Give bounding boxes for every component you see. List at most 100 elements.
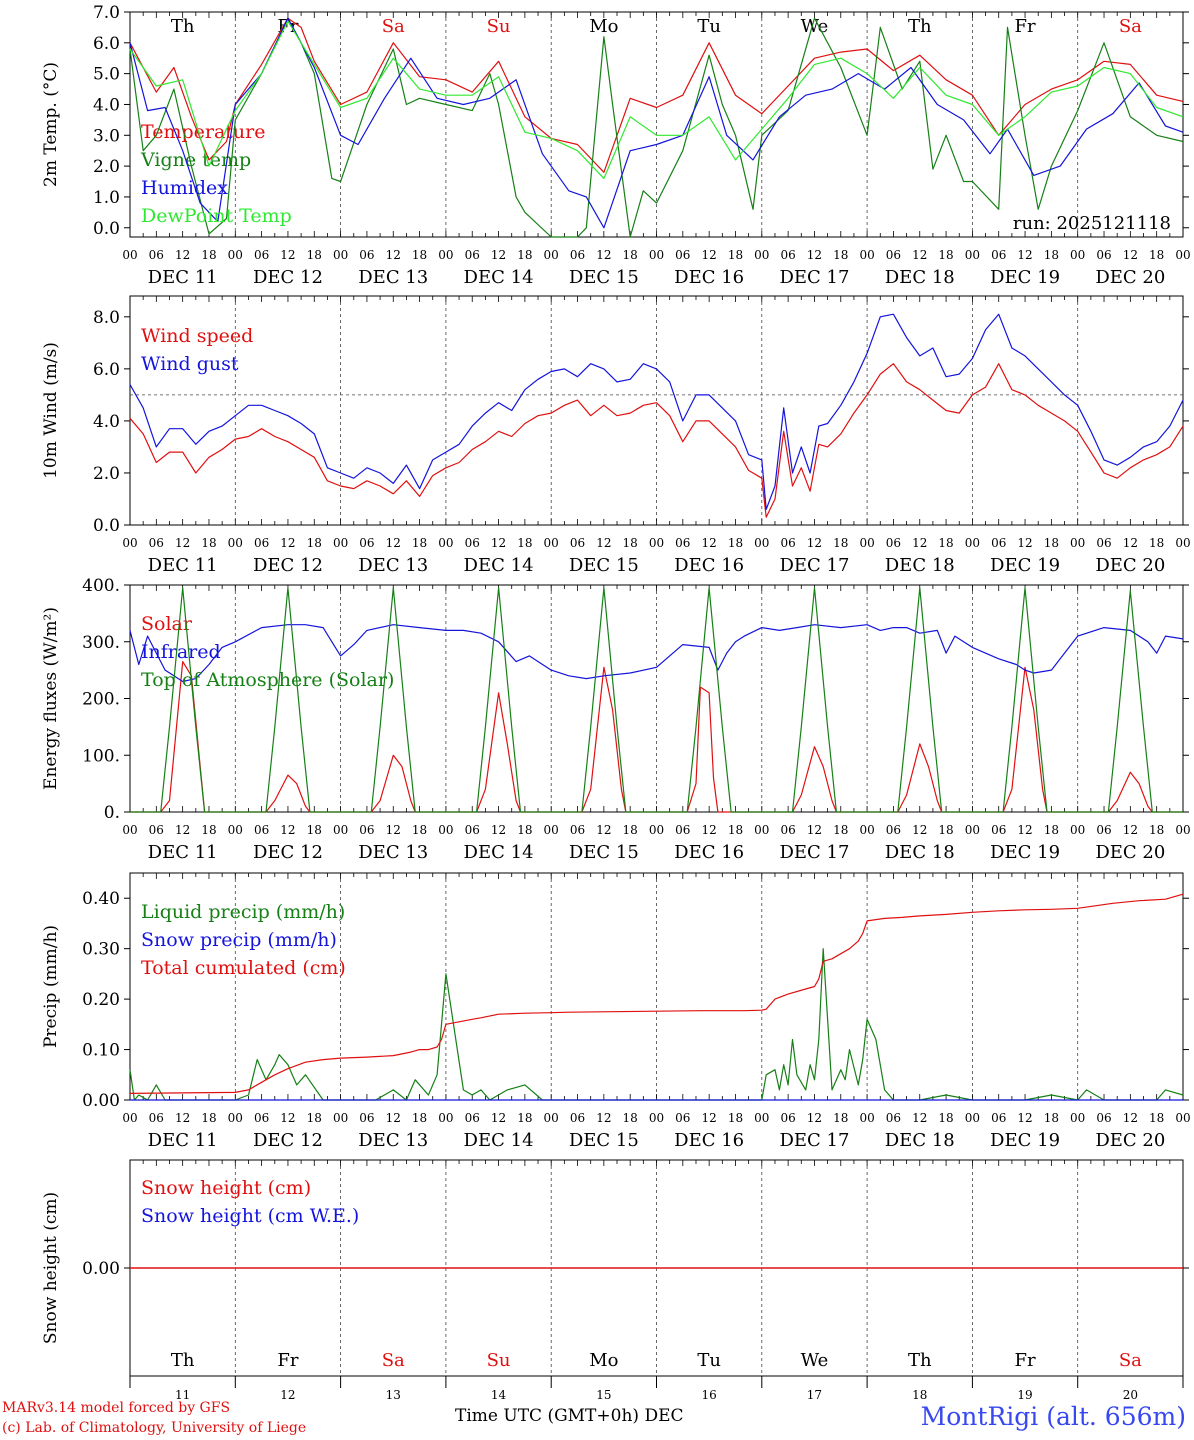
legend-entry: Temperature: [141, 121, 265, 143]
hour-label: 00: [1070, 536, 1085, 550]
lab-credit: (c) Lab. of Climatology, University of L…: [2, 1420, 307, 1436]
hour-label: 12: [1017, 1111, 1032, 1125]
hour-label: 06: [570, 1111, 585, 1125]
hour-label: 18: [201, 248, 216, 262]
y-tick-label: 7.0: [93, 3, 120, 23]
hour-label: 00: [122, 248, 137, 262]
hour-label: 12: [491, 823, 506, 837]
hour-label: 06: [254, 536, 269, 550]
hour-label: 06: [254, 248, 269, 262]
day-abbr: Fr: [277, 1350, 298, 1371]
y-tick-label: 0.: [104, 803, 120, 823]
date-label: DEC 18: [885, 267, 955, 288]
hour-label: 00: [228, 823, 243, 837]
hour-label: 18: [517, 248, 532, 262]
y-axis-label: Precip (mm/h): [41, 925, 61, 1048]
station-title: MontRigi (alt. 656m): [920, 1402, 1186, 1431]
hour-label: 00: [1070, 248, 1085, 262]
hour-label: 12: [702, 1111, 717, 1125]
hour-label: 00: [754, 536, 769, 550]
hour-label: 18: [1149, 823, 1164, 837]
hour-label: 00: [649, 823, 664, 837]
hour-label: 06: [1096, 536, 1111, 550]
date-label: DEC 18: [885, 1130, 955, 1151]
hour-label: 12: [1017, 248, 1032, 262]
day-abbr: Mo: [589, 16, 618, 37]
y-tick-label: 100.: [82, 746, 120, 766]
hour-label: 06: [570, 536, 585, 550]
hour-label: 18: [1149, 536, 1164, 550]
hour-label: 06: [675, 248, 690, 262]
hour-label: 00: [1070, 823, 1085, 837]
hour-label: 00: [965, 823, 980, 837]
hour-label: 12: [807, 1111, 822, 1125]
hour-label: 12: [702, 248, 717, 262]
hour-label: 00: [544, 1111, 559, 1125]
hour-label: 18: [623, 536, 638, 550]
hour-label: 18: [307, 1111, 322, 1125]
hour-label: 18: [1044, 536, 1059, 550]
date-label: DEC 20: [1095, 267, 1165, 288]
series-line-wind-speed: [129, 363, 1184, 518]
series-line-wind-gust: [129, 313, 1184, 510]
hour-label: 00: [965, 536, 980, 550]
hour-label: 12: [1123, 1111, 1138, 1125]
hour-label: 00: [965, 248, 980, 262]
y-tick-label: 6.0: [93, 34, 120, 54]
hour-label: 18: [201, 1111, 216, 1125]
date-label: DEC 12: [253, 842, 323, 863]
hour-label: 18: [1149, 1111, 1164, 1125]
day-abbr: Th: [908, 16, 932, 37]
date-label: DEC 12: [253, 555, 323, 576]
day-number: 18: [912, 1388, 927, 1402]
hour-label: 18: [728, 536, 743, 550]
hour-label: 12: [912, 248, 927, 262]
hour-label: 12: [175, 248, 190, 262]
date-label: DEC 19: [990, 1130, 1060, 1151]
hour-label: 18: [307, 536, 322, 550]
y-tick-label: 0.30: [82, 940, 120, 960]
hour-label: 00: [965, 1111, 980, 1125]
series-line-temperature: [129, 17, 1184, 173]
hour-label: 12: [596, 823, 611, 837]
day-number: 17: [807, 1388, 822, 1402]
hour-label: 18: [728, 248, 743, 262]
y-tick-label: 0.10: [82, 1041, 120, 1061]
panel-2: 0.0 2.0 4.0 6.0 8.0 10m Wind (m/s) 00 06 12 18 00 0…: [41, 295, 1191, 576]
hour-label: 18: [833, 1111, 848, 1125]
panel-5: 0.00 Snow height (cm) Th Fr Sa Su Mo Tu We Th Fr Sa…: [41, 1159, 1189, 1402]
legend-entry: Snow height (cm): [141, 1177, 311, 1199]
hour-label: 06: [359, 1111, 374, 1125]
hour-label: 06: [149, 1111, 164, 1125]
day-abbr: Sa: [382, 16, 405, 37]
date-label: DEC 15: [569, 1130, 639, 1151]
date-label: DEC 11: [148, 842, 218, 863]
hour-label: 00: [438, 248, 453, 262]
day-abbr: Sa: [382, 1350, 405, 1371]
hour-label: 06: [465, 823, 480, 837]
hour-label: 00: [122, 823, 137, 837]
hour-label: 18: [728, 1111, 743, 1125]
hour-label: 00: [859, 248, 874, 262]
hour-label: 18: [412, 536, 427, 550]
hour-label: 00: [859, 536, 874, 550]
y-tick-label: 4.0: [93, 95, 120, 115]
day-number: 14: [491, 1388, 507, 1402]
series-line-top-of-atmosphere-solar: [130, 587, 1183, 813]
hour-label: 06: [991, 823, 1006, 837]
hour-label: 12: [1123, 248, 1138, 262]
y-tick-label: 0.00: [82, 1091, 120, 1111]
date-label: DEC 11: [148, 267, 218, 288]
date-label: DEC 19: [990, 555, 1060, 576]
hour-label: 18: [833, 823, 848, 837]
hour-label: 06: [991, 1111, 1006, 1125]
legend-entry: Top of Atmosphere (Solar): [141, 669, 394, 691]
hour-label: 06: [254, 1111, 269, 1125]
hour-label: 12: [1123, 823, 1138, 837]
run-label: run: 2025121118: [1013, 213, 1171, 234]
date-label: DEC 17: [779, 1130, 849, 1151]
hour-label: 06: [254, 823, 269, 837]
hour-label: 06: [780, 536, 795, 550]
date-label: DEC 14: [464, 1130, 534, 1151]
hour-label: 12: [491, 536, 506, 550]
